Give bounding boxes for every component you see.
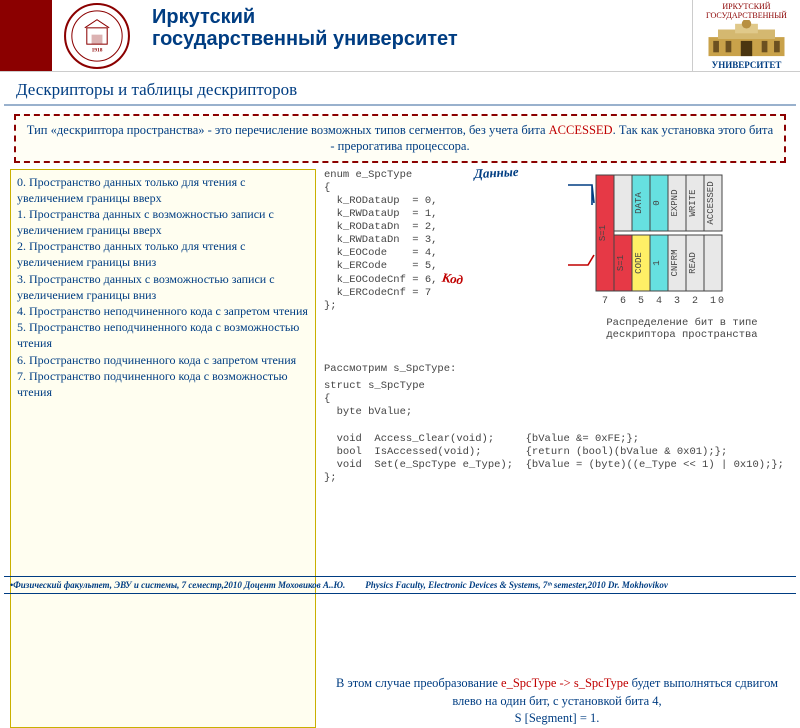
list-item: 1. Пространства данных с возможностью за… <box>17 206 309 238</box>
svg-text:3: 3 <box>674 296 680 307</box>
svg-text:S=1: S=1 <box>616 254 626 270</box>
svg-text:7: 7 <box>602 296 608 307</box>
svg-text:6: 6 <box>620 296 626 307</box>
label-data: Данные <box>474 163 519 181</box>
title-line2: государственный университет <box>152 28 682 50</box>
svg-text:1: 1 <box>652 260 662 265</box>
footer-left: •Физический факультет, ЭВУ и системы, 7 … <box>10 580 345 590</box>
bit-diagram: S=1S=1DATACODE01EXPNDCNFRMWRITEREADACCES… <box>566 169 786 319</box>
svg-text:2: 2 <box>692 296 698 307</box>
note-box: Тип «дескриптора пространства» - это пер… <box>14 114 786 163</box>
seal-icon: 1918 <box>63 2 131 70</box>
svg-text:READ: READ <box>688 252 698 274</box>
right-column: Данные Код enum e_SpcType { k_RODataUp =… <box>324 169 790 728</box>
list-item: 2. Пространство данных только для чтения… <box>17 238 309 270</box>
header-red-stripe <box>0 0 52 71</box>
svg-text:4: 4 <box>656 296 662 307</box>
svg-text:WRITE: WRITE <box>688 189 698 216</box>
list-item: 5. Пространство неподчиненного кода с во… <box>17 319 309 351</box>
list-item: 7. Пространство подчиненного кода с возм… <box>17 368 309 400</box>
note-accent: ACCESSED <box>549 123 613 137</box>
svg-text:5: 5 <box>638 296 644 307</box>
svg-text:DATA: DATA <box>634 191 644 213</box>
svg-text:1918: 1918 <box>92 47 103 53</box>
title-line1: Иркутский <box>152 6 682 28</box>
svg-text:CNFRM: CNFRM <box>670 249 680 276</box>
corner-top-text: ИРКУТСКИЙ ГОСУДАРСТВЕННЫЙ <box>695 2 798 20</box>
svg-text:CODE: CODE <box>634 252 644 274</box>
list-item: 6. Пространство подчиненного кода с запр… <box>17 352 309 368</box>
list-item: 4. Пространство неподчиненного кода с за… <box>17 303 309 319</box>
svg-text:1: 1 <box>710 296 716 307</box>
university-seal: 1918 <box>52 0 142 71</box>
label-code: Код <box>441 269 464 288</box>
diagram-caption: Распределение бит в типе дескриптора про… <box>582 317 782 342</box>
building-icon <box>695 20 798 58</box>
svg-text:0: 0 <box>718 296 724 307</box>
corner-bottom-text: УНИВЕРСИТЕТ <box>695 60 798 70</box>
struct-code: struct s_SpcType { byte bValue; void Acc… <box>324 380 790 485</box>
svg-text:ACCESSED: ACCESSED <box>706 181 716 224</box>
list-item: 3. Пространство данных с возможностью за… <box>17 271 309 303</box>
list-item: 0. Пространство данных только для чтения… <box>17 174 309 206</box>
note-text1: Тип «дескриптора пространства» - это пер… <box>27 123 549 137</box>
header-corner-logo: ИРКУТСКИЙ ГОСУДАРСТВЕННЫЙ УНИВЕРСИТЕТ <box>692 0 800 71</box>
svg-text:0: 0 <box>652 200 662 205</box>
main-area: 0. Пространство данных только для чтения… <box>0 169 800 728</box>
svg-text:EXPND: EXPND <box>670 189 680 216</box>
svg-text:S=1: S=1 <box>598 224 608 240</box>
title-rule <box>4 104 796 106</box>
consider-text: Рассмотрим s_SpcType: <box>324 363 790 376</box>
footer-right: Physics Faculty, Electronic Devices & Sy… <box>365 580 668 590</box>
enum-descriptions: 0. Пространство данных только для чтения… <box>10 169 316 728</box>
slide-title: Дескрипторы и таблицы дескрипторов <box>0 72 800 104</box>
header: 1918 Иркутский государственный университ… <box>0 0 800 72</box>
footer: •Физический факультет, ЭВУ и системы, 7 … <box>4 576 796 594</box>
bottom-explanation: В этом случае преобразование e_SpcType -… <box>324 675 790 728</box>
header-title: Иркутский государственный университет <box>142 0 692 71</box>
